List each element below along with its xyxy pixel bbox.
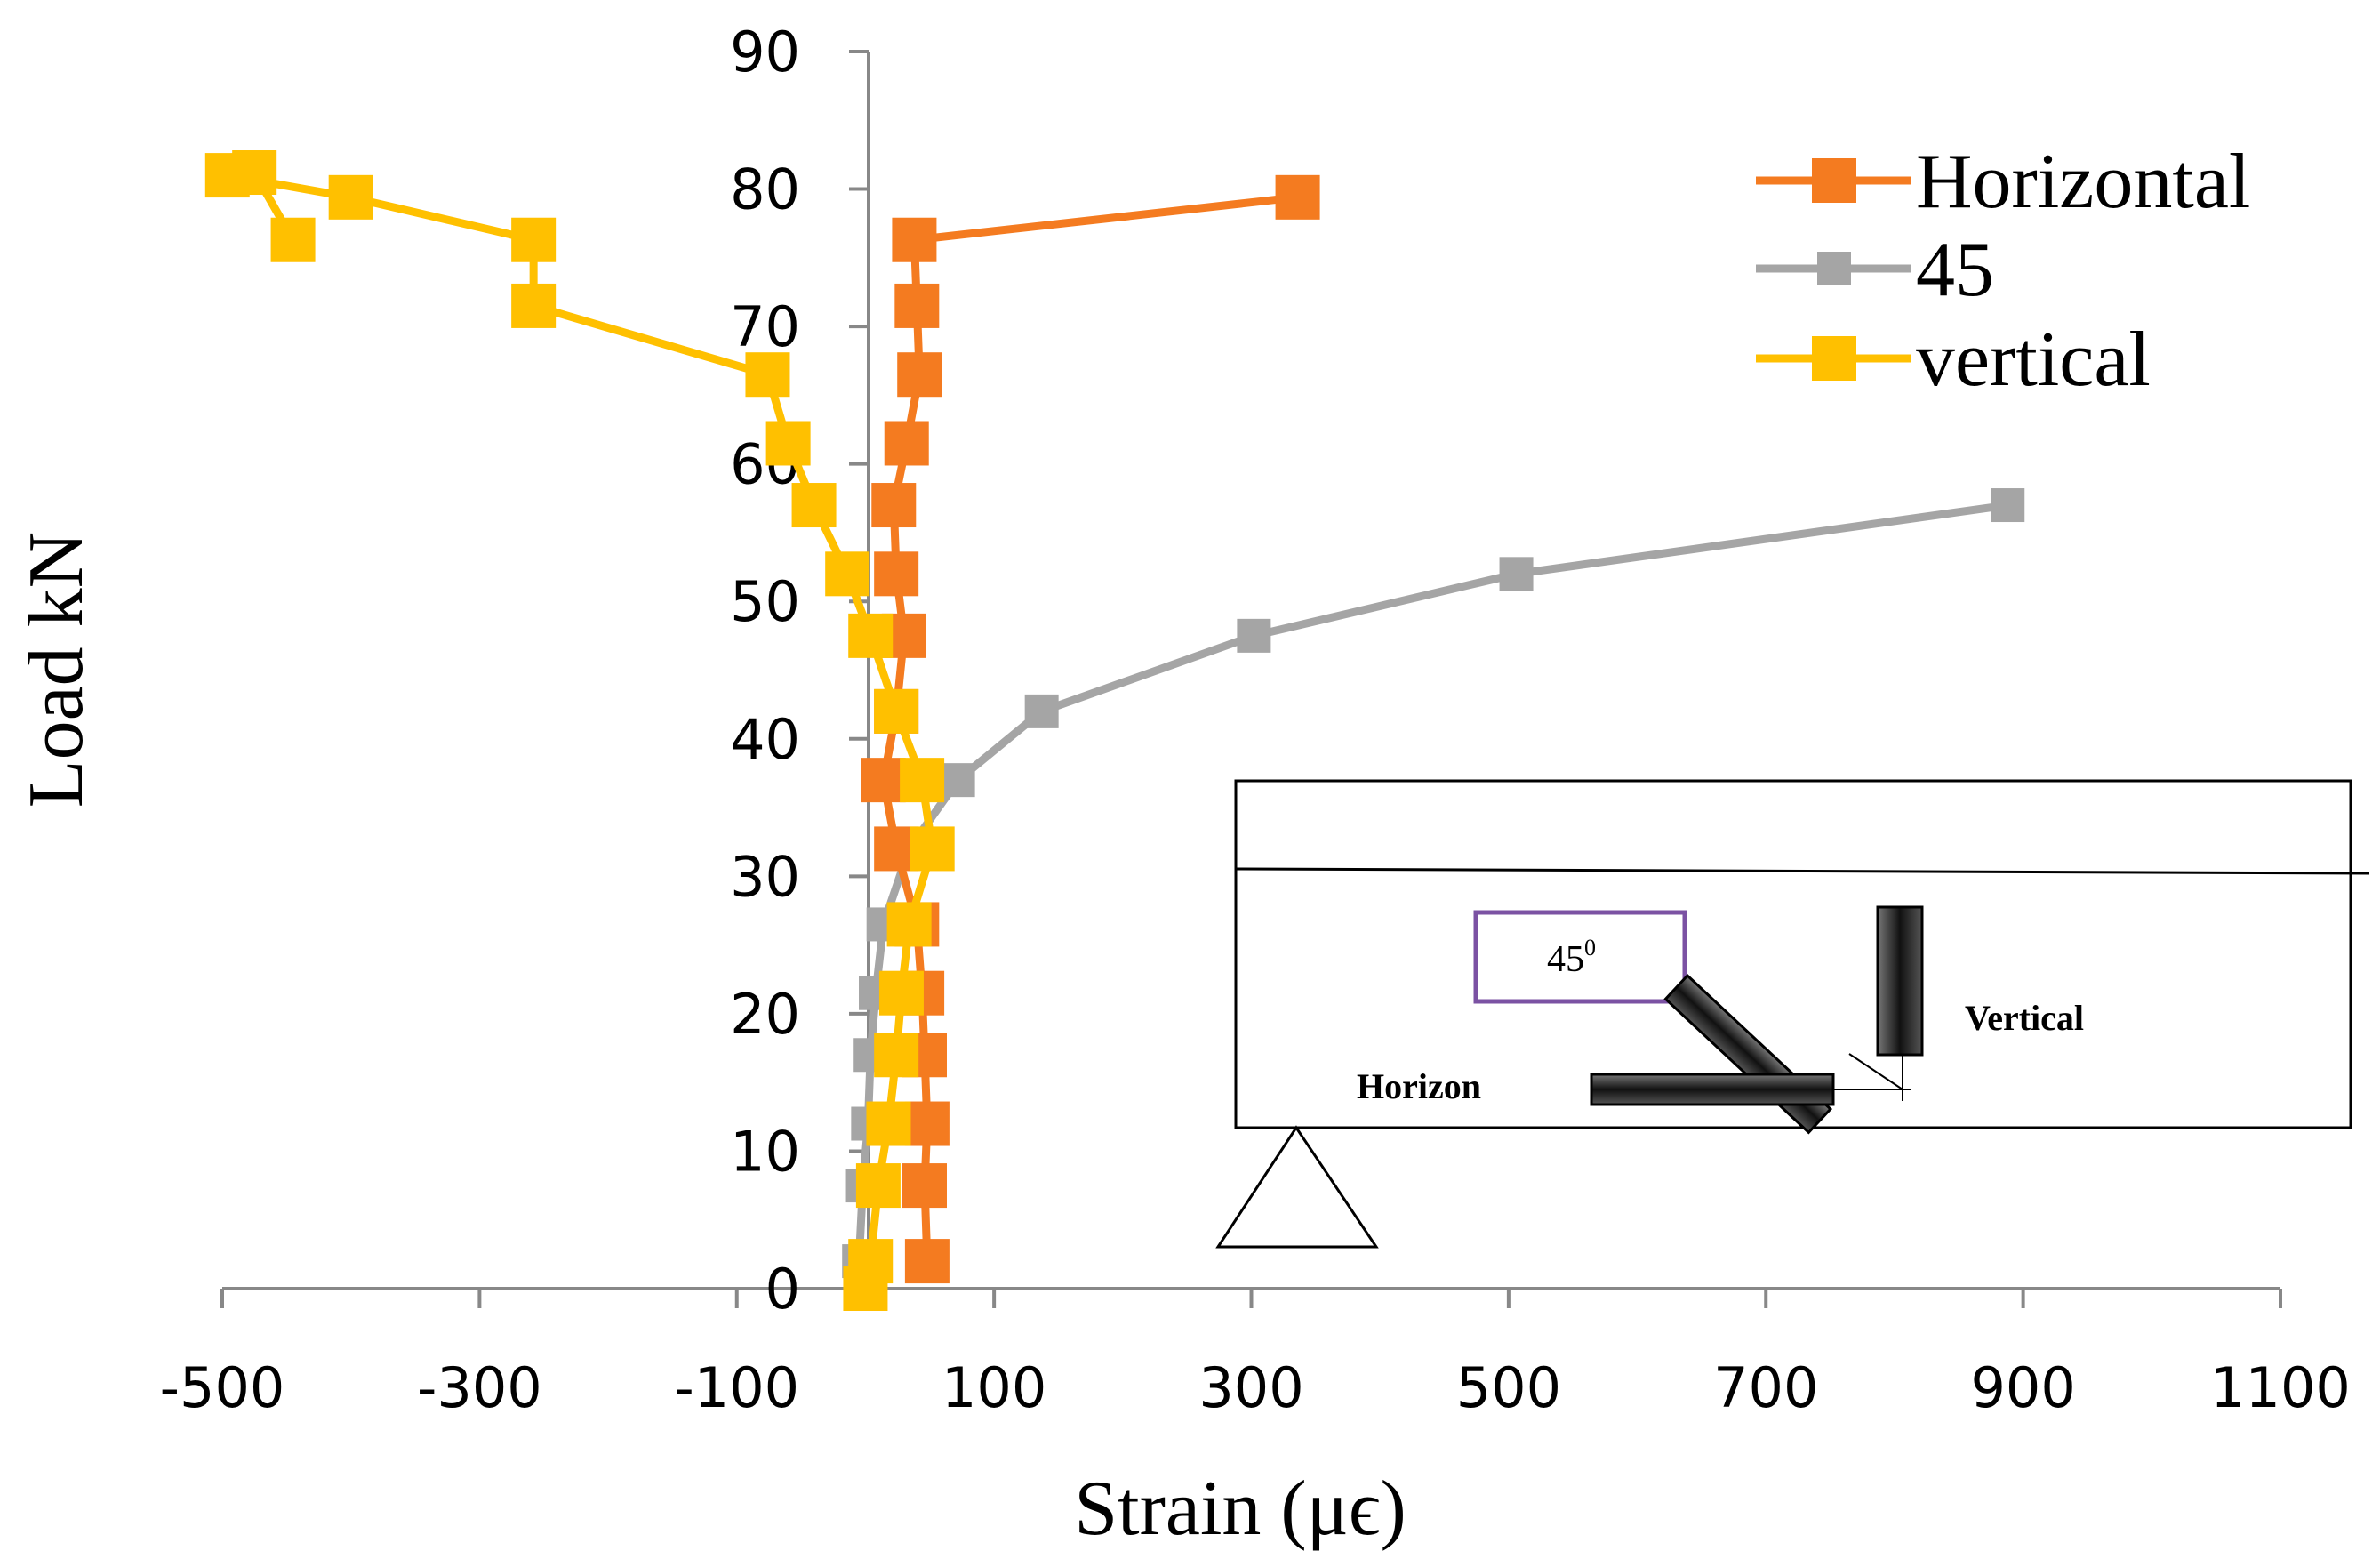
inset-gauge-diagram: 450 Vertical Horizon — [1215, 779, 2370, 1249]
data-point — [902, 1163, 947, 1209]
data-point — [511, 217, 557, 262]
data-point — [825, 551, 870, 597]
series-vertical — [204, 150, 955, 1311]
data-point — [791, 483, 837, 528]
data-point — [861, 758, 906, 803]
data-point — [892, 217, 937, 262]
y-tick-label: 30 — [730, 844, 800, 909]
inset-vertical-label: Vertical — [1965, 998, 2084, 1038]
series-line — [854, 501, 2008, 1262]
data-point — [884, 421, 929, 466]
series-layer — [204, 150, 2025, 1311]
data-point — [871, 483, 917, 528]
y-tick-label: 40 — [730, 707, 800, 772]
x-tick-label: 300 — [1198, 1355, 1303, 1420]
x-tick-label: 1100 — [2210, 1355, 2351, 1420]
support-triangle-icon — [1215, 1125, 1379, 1249]
x-ticks: -500 -300 -100 100 300 500 700 900 1100 — [160, 1289, 2351, 1420]
x-tick-label: -100 — [674, 1355, 799, 1420]
data-point — [878, 970, 924, 1016]
inset-45-degree: 0 — [1584, 935, 1596, 960]
inset-horizontal-label: Horizon — [1357, 1066, 1481, 1106]
data-point — [866, 1101, 911, 1146]
data-point — [1991, 488, 2025, 523]
data-point — [904, 1101, 950, 1146]
legend-item-horizontal: Horizontal — [1756, 139, 2250, 225]
legend-swatch-marker — [1817, 252, 1851, 285]
data-point — [328, 174, 373, 220]
gauge-origin-d — [1848, 1053, 1903, 1090]
data-point — [848, 1239, 894, 1284]
series-line — [223, 168, 937, 1290]
data-point — [1275, 174, 1320, 220]
legend-item-45: 45 — [1756, 227, 1994, 313]
legend-label: Horizontal — [1916, 139, 2250, 225]
y-tick-label: 50 — [730, 569, 800, 634]
diagonal-gauge — [1663, 973, 1833, 1135]
data-point — [874, 1033, 919, 1078]
data-point — [1499, 557, 1534, 591]
data-point — [848, 613, 894, 658]
inset-beam — [1234, 779, 2352, 1129]
legend-label: 45 — [1916, 227, 1994, 313]
x-tick-label: -300 — [417, 1355, 542, 1420]
data-point — [904, 1239, 950, 1284]
y-tick-label: 70 — [730, 294, 800, 359]
data-point — [900, 758, 945, 803]
data-point — [1237, 618, 1271, 653]
y-tick-label: 90 — [730, 20, 800, 84]
data-point — [897, 352, 942, 398]
y-tick-label: 80 — [730, 157, 800, 222]
x-tick-label: 700 — [1713, 1355, 1818, 1420]
x-tick-label: 500 — [1456, 1355, 1561, 1420]
y-tick-label: 0 — [765, 1257, 800, 1322]
data-point — [511, 283, 557, 328]
data-point — [745, 352, 790, 398]
series-45 — [842, 488, 2025, 1279]
data-point — [874, 551, 919, 597]
inset-slab-line — [1235, 867, 2370, 875]
data-point — [232, 150, 277, 196]
data-point — [941, 763, 975, 798]
data-point — [765, 421, 811, 466]
x-tick-label: 900 — [1970, 1355, 2075, 1420]
horizontal-gauge — [1590, 1073, 1835, 1106]
y-tick-label: 20 — [730, 982, 800, 1047]
y-tick-label: 10 — [730, 1119, 800, 1184]
legend-swatch-marker — [1812, 336, 1856, 381]
x-axis-title: Strain (μϵ) — [1074, 1466, 1406, 1552]
inset-45-label: 450 — [1547, 935, 1596, 980]
data-point — [886, 902, 932, 947]
data-point — [874, 688, 919, 734]
data-point — [270, 217, 316, 262]
inset-45-text: 45 — [1547, 939, 1584, 980]
legend-label: vertical — [1916, 317, 2151, 403]
legend-swatch-marker — [1812, 158, 1856, 203]
legend-item-vertical: vertical — [1756, 317, 2151, 403]
data-point — [910, 826, 955, 872]
series-horizontal — [861, 174, 1320, 1284]
data-point — [855, 1163, 901, 1209]
y-axis-title: Load kN — [13, 532, 100, 808]
data-point — [1024, 694, 1059, 728]
x-tick-label: 100 — [942, 1355, 1046, 1420]
data-point — [894, 283, 940, 328]
vertical-gauge — [1876, 905, 1924, 1057]
inset-45-box — [1473, 910, 1687, 1004]
x-tick-label: -500 — [160, 1355, 285, 1420]
